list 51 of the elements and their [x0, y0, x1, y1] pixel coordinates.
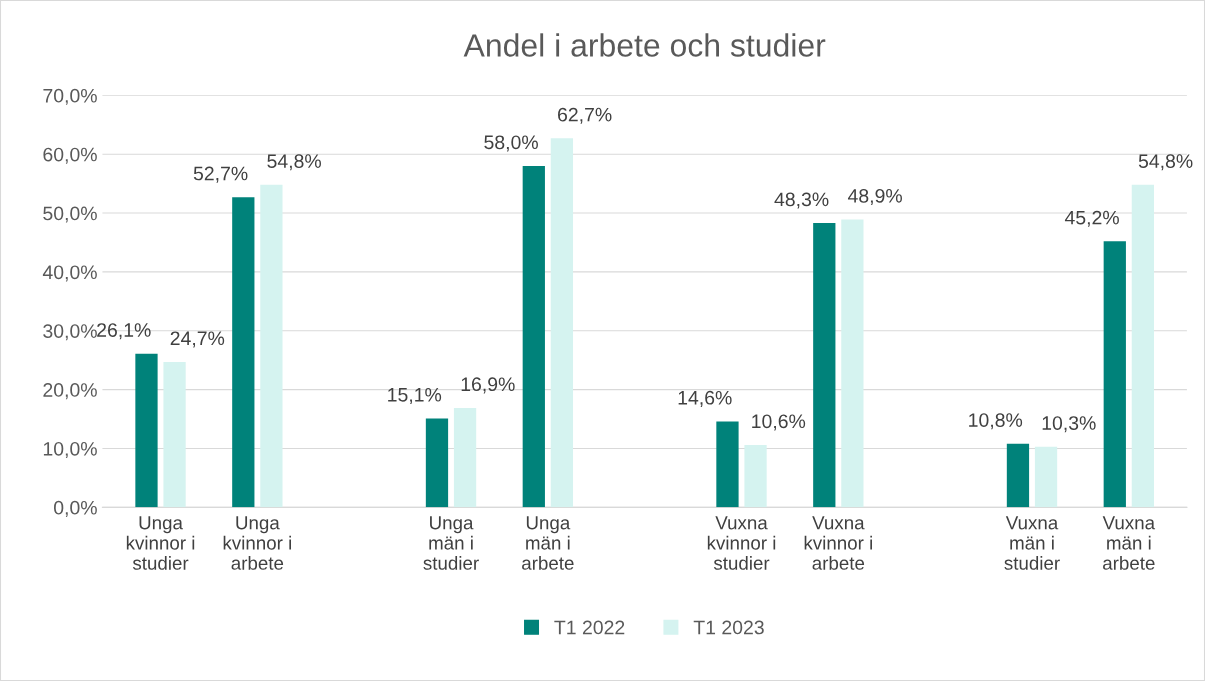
x-tick-label: Vuxna män i studier: [1004, 516, 1060, 570]
y-tick-label: 40,0%: [42, 265, 97, 282]
bar: [1103, 241, 1126, 508]
data-label: 58,0%: [484, 135, 538, 152]
x-tick-label: Vuxna kvinnor i studier: [707, 516, 776, 570]
y-tick-label: 50,0%: [43, 206, 97, 223]
bar: [1034, 446, 1058, 508]
bar: [453, 407, 477, 508]
bar: [716, 421, 739, 508]
y-tick-label: 0,0%: [54, 500, 97, 517]
bar: [744, 444, 767, 508]
x-tick-label: Vuxna män i arbete: [1102, 516, 1156, 570]
bar: [135, 353, 158, 508]
bar: [1006, 443, 1030, 508]
x-tick-label: Unga män i arbete: [522, 516, 574, 570]
bar: [522, 165, 545, 508]
legend-label: T1 2022: [554, 620, 625, 635]
x-tick-label: Unga kvinnor i studier: [126, 516, 195, 570]
data-label: 48,3%: [774, 192, 829, 209]
data-label: 10,8%: [969, 413, 1023, 430]
data-label: 16,9%: [461, 377, 515, 394]
bar: [1131, 184, 1154, 508]
x-tick-label: Unga kvinnor i arbete: [223, 516, 291, 570]
bar: [163, 361, 186, 508]
data-label: 54,8%: [1138, 154, 1193, 171]
bar: [232, 197, 255, 508]
y-tick-label: 60,0%: [43, 147, 97, 164]
data-label: 15,1%: [388, 387, 442, 404]
data-label: 10,3%: [1042, 416, 1096, 433]
data-label: 62,7%: [558, 107, 612, 124]
bar: [260, 184, 283, 508]
chart-title: Andel i arbete och studier: [463, 33, 826, 57]
data-label: 26,1%: [97, 323, 151, 340]
bar: [550, 138, 574, 508]
bar: [841, 219, 864, 508]
data-label: 10,6%: [752, 414, 806, 431]
bar: [425, 418, 449, 508]
data-label: 54,8%: [267, 154, 321, 171]
y-tick-label: 10,0%: [43, 441, 97, 459]
bar: [813, 223, 836, 508]
legend-label: T1 2023: [693, 620, 764, 635]
data-label: 52,7%: [193, 166, 248, 183]
x-tick-label: Unga män i studier: [423, 516, 479, 570]
y-tick-label: 20,0%: [43, 383, 97, 400]
y-tick-label: 30,0%: [43, 324, 97, 341]
data-label: 48,9%: [847, 188, 902, 206]
y-tick-label: 70,0%: [43, 88, 97, 105]
x-tick-label: Vuxna kvinnor i arbete: [804, 516, 872, 570]
data-label: 45,2%: [1064, 210, 1119, 227]
data-label: 14,6%: [678, 390, 732, 407]
data-label: 24,7%: [170, 331, 225, 348]
